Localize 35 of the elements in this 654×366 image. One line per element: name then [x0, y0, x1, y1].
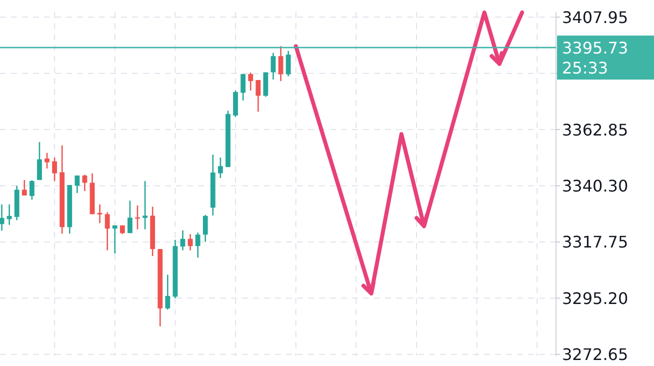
y-tick-label: 3407.95: [562, 8, 628, 27]
candlestick: [256, 79, 261, 112]
candlestick: [240, 73, 246, 102]
candlestick: [248, 72, 254, 92]
candlestick: [128, 200, 132, 234]
line-series: [294, 10, 524, 296]
candlestick: [104, 212, 110, 251]
candlestick: [52, 156, 58, 182]
candlestick: [286, 50, 291, 77]
y-tick-label: 3362.85: [562, 120, 628, 140]
y-tick-label: 3317.75: [562, 232, 628, 252]
candlestick: [142, 180, 148, 230]
candlestick: [263, 72, 268, 98]
candlestick: [218, 156, 223, 179]
candlestick: [112, 224, 118, 254]
candlestick: [97, 204, 102, 224]
y-tick-label: 3272.65: [562, 345, 628, 364]
candlestick: [270, 52, 276, 80]
candlestick: [74, 174, 80, 194]
text: 25:33: [562, 58, 608, 78]
candlestick: [6, 204, 12, 226]
y-tick-label: 3295.20: [562, 288, 628, 308]
candlestick: [44, 152, 50, 170]
candlestick: [202, 214, 208, 242]
candlestick: [195, 232, 200, 258]
ref-line-label: 3395.73: [562, 38, 628, 58]
candlestick: [29, 180, 34, 200]
candlestick: [278, 46, 284, 82]
candlestick: [0, 204, 4, 232]
candlestick: [22, 179, 27, 196]
y-tick-label: 3340.30: [562, 176, 628, 196]
candlestick: [233, 90, 238, 118]
candlestick: [165, 274, 170, 310]
candlestick: [37, 141, 42, 181]
candlestick: [82, 174, 88, 192]
